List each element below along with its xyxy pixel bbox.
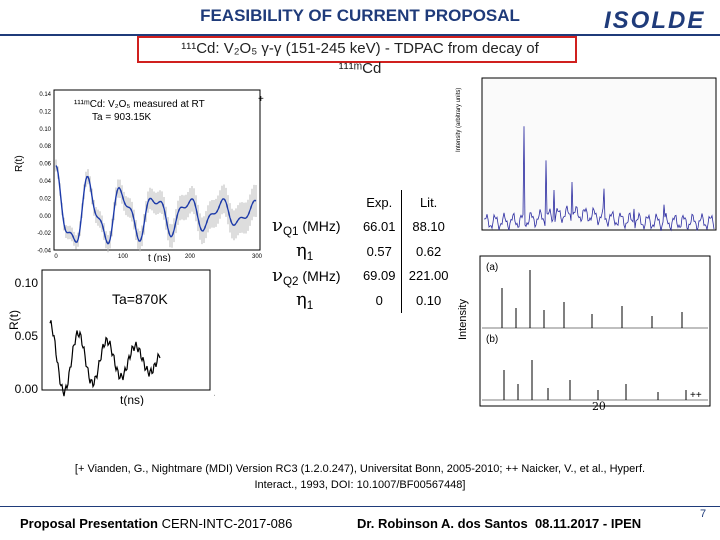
tdpac-plot-rt: 0.14 0.12 0.10 0.08 0.06 0.04 0.02 0.00 -0.02 -0.… (0, 86, 270, 262)
param-label: νQ1 (MHz) (272, 215, 341, 238)
logo-text: ISOLDE (604, 7, 705, 34)
x-axis-label: t(ns) (120, 393, 144, 406)
tick-label: 0.06 (39, 162, 51, 168)
reference-note: [+ Vianden, G., Nightmare (MDI) Version … (20, 461, 700, 493)
lit-value: 221.00 (401, 263, 455, 289)
title-divider (0, 34, 720, 36)
hyperfine-parameter-table: Exp. Lit. νQ1 (MHz) 66.01 88.10 η1 0.57 … (270, 190, 455, 314)
annotation-temperature: Ta=870K (112, 291, 168, 307)
tick-label: 0.10 (15, 276, 39, 290)
isolde-logo: ISOLDE (604, 7, 705, 34)
highlight-box (137, 36, 577, 63)
tick-label: 0 (54, 254, 58, 260)
y-axis-label: Intensity (arbitrary units) (456, 88, 462, 152)
table-header-lit: Lit. (401, 190, 455, 214)
plus-marker: ++ (690, 390, 702, 401)
y-axis-label: R(t) (14, 155, 25, 172)
lit-value: 0.10 (401, 288, 455, 314)
table-row: νQ1 (MHz) 66.01 88.10 (270, 214, 455, 239)
tick-label: 0.12 (39, 109, 51, 115)
tick-label: 0.04 (39, 179, 51, 185)
exp-value: 0 (375, 293, 383, 309)
x-axis-label: 2θ (592, 400, 606, 412)
page-number: 7 (700, 508, 707, 520)
exp-value: 69.09 (362, 268, 396, 284)
tick-label: -0.04 (37, 249, 51, 255)
lit-value: 88.10 (401, 214, 455, 239)
plot-frame (53, 89, 261, 251)
xrd-plot-top: Intensity (arbitrary units) (452, 72, 720, 234)
plot-frame (41, 269, 211, 391)
subtitle-line1: ¹¹¹Cd: V₂O₅ γ-γ (151-245 keV) - TDPAC fr… (181, 40, 539, 57)
table-header-exp: Exp. (366, 194, 393, 210)
tick-label: 200 (185, 254, 196, 260)
tick-label: 300 (252, 254, 263, 260)
param-label: η1 (296, 239, 314, 263)
subtitle-line2: ¹¹¹ᵐCd (338, 60, 382, 77)
xrd-plot-bottom: Intensity 2θ (a) (b) ++ (452, 250, 720, 412)
annotation-sample: ¹¹¹ᵐCd: V₂O₅ measured at RT (74, 99, 205, 110)
footer-author-name: Dr. Robinson A. dos Santos (357, 516, 528, 531)
xrd-pattern (483, 126, 715, 232)
footer-date: 08.11.2017 - IPEN (534, 516, 642, 531)
x-axis-label: t (ns) (148, 253, 171, 262)
pattern-b-label: (b) (486, 334, 498, 345)
plus-marker: ++ (214, 391, 215, 402)
annotation-temperature: Ta = 903.15K (92, 112, 152, 123)
page-title: FEASIBILITY OF CURRENT PROPOSAL (200, 6, 520, 25)
tick-label: 0.05 (15, 329, 39, 343)
tick-label: 100 (118, 254, 129, 260)
tick-label: -0.02 (37, 231, 51, 237)
tick-label: 0.14 (39, 92, 51, 98)
pattern-a-peaks (482, 270, 708, 329)
y-axis-label: R(t) (7, 310, 21, 330)
table-header-row: Exp. Lit. (270, 190, 455, 214)
footer-proposal: Proposal Presentation CERN-INTC-2017-086 (20, 516, 292, 531)
x-tick-labels: 0 100 200 300 (54, 254, 262, 260)
param-label: νQ2 (MHz) (272, 264, 341, 288)
tick-label: 0.02 (39, 196, 51, 202)
pattern-b-peaks (482, 360, 708, 401)
lit-value: 0.62 (401, 238, 455, 264)
y-tick-labels: 0.10 0.05 0.00 (15, 276, 39, 396)
reference-line2: Interact., 1993, DOI: 10.1007/BF00567448… (254, 479, 466, 491)
table-row: η1 0.57 0.62 (270, 238, 455, 264)
plot-frame (479, 255, 711, 407)
plus-marker: + (258, 94, 264, 105)
plot-frame (481, 77, 717, 231)
error-bars (55, 159, 257, 253)
y-axis-label: Intensity (457, 299, 469, 340)
table-header-blank (270, 190, 357, 214)
pattern-a-label: (a) (486, 262, 498, 273)
tdpac-plot-870k: 0.100.050.00 050100 R(t) t(ns) Ta=870K +… (0, 264, 215, 406)
tick-label: 0.00 (39, 214, 51, 220)
reference-line1: [+ Vianden, G., Nightmare (MDI) Version … (74, 463, 646, 475)
table-row: η1 0 0.10 (270, 288, 455, 314)
tick-label: 0.10 (39, 127, 51, 133)
exp-value: 66.01 (362, 218, 396, 234)
footer-author: Dr. Robinson A. dos Santos 08.11.2017 - … (357, 516, 641, 531)
footer-divider (0, 506, 720, 507)
footer-proposal-label: Proposal Presentation (20, 516, 158, 531)
table-row: νQ2 (MHz) 69.09 221.00 (270, 263, 455, 289)
param-label: η1 (296, 289, 314, 313)
fit-curve (55, 165, 257, 245)
data-curve (49, 320, 161, 397)
tick-label: 0.08 (39, 144, 51, 150)
footer-proposal-code: CERN-INTC-2017-086 (161, 516, 293, 531)
exp-value: 0.57 (366, 243, 392, 259)
y-tick-labels: 0.14 0.12 0.10 0.08 0.06 0.04 0.02 0.00 -0.02 -0.… (37, 92, 51, 255)
tick-label: 0.00 (15, 382, 39, 396)
